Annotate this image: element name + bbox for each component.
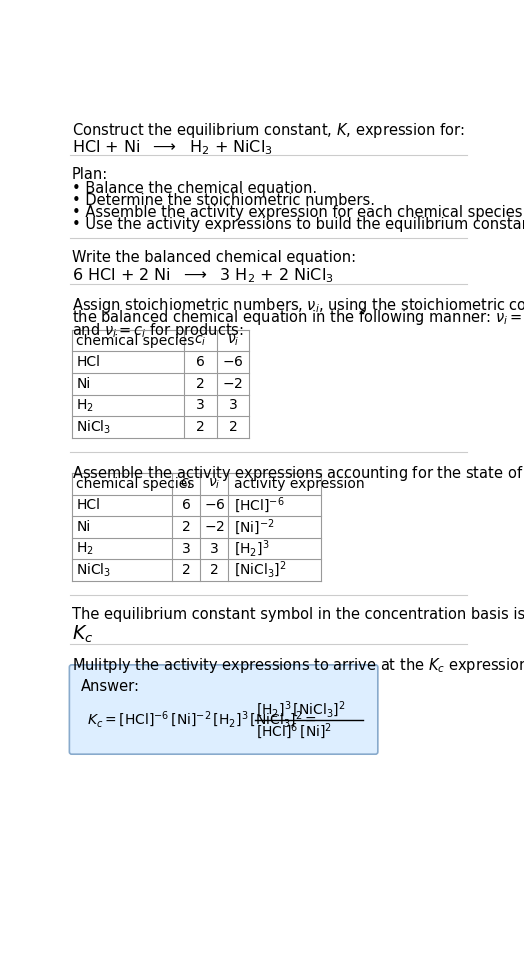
Text: 3: 3 bbox=[182, 542, 191, 555]
Text: $-2$: $-2$ bbox=[222, 377, 244, 391]
Text: The equilibrium constant symbol in the concentration basis is:: The equilibrium constant symbol in the c… bbox=[72, 607, 524, 622]
Text: • Determine the stoichiometric numbers.: • Determine the stoichiometric numbers. bbox=[72, 193, 375, 208]
Text: Answer:: Answer: bbox=[81, 680, 140, 694]
Text: 6 HCl + 2 Ni  $\longrightarrow$  3 H$_2$ + 2 NiCl$_3$: 6 HCl + 2 Ni $\longrightarrow$ 3 H$_2$ +… bbox=[72, 267, 334, 286]
Text: 2: 2 bbox=[182, 563, 191, 577]
Text: • Balance the chemical equation.: • Balance the chemical equation. bbox=[72, 180, 317, 196]
Text: • Assemble the activity expression for each chemical species.: • Assemble the activity expression for e… bbox=[72, 205, 524, 221]
Text: $K_c$: $K_c$ bbox=[72, 624, 93, 645]
Text: HCl: HCl bbox=[77, 355, 101, 369]
Text: NiCl$_3$: NiCl$_3$ bbox=[77, 561, 112, 579]
Text: 2: 2 bbox=[196, 377, 205, 391]
Text: $[\mathrm{HCl}]^{6}\,[\mathrm{Ni}]^{2}$: $[\mathrm{HCl}]^{6}\,[\mathrm{Ni}]^{2}$ bbox=[256, 721, 332, 741]
Text: 2: 2 bbox=[182, 520, 191, 534]
Text: 2: 2 bbox=[196, 420, 205, 433]
Text: the balanced chemical equation in the following manner: $\nu_i = -c_i$ for react: the balanced chemical equation in the fo… bbox=[72, 309, 524, 327]
Text: Write the balanced chemical equation:: Write the balanced chemical equation: bbox=[72, 250, 356, 265]
Text: HCl: HCl bbox=[77, 499, 101, 512]
Text: 3: 3 bbox=[228, 398, 237, 412]
Text: Plan:: Plan: bbox=[72, 168, 108, 182]
Text: $c_i$: $c_i$ bbox=[180, 477, 192, 491]
Text: 3: 3 bbox=[196, 398, 205, 412]
Text: $[\mathrm{HCl}]^{-6}$: $[\mathrm{HCl}]^{-6}$ bbox=[234, 496, 285, 515]
Text: 2: 2 bbox=[228, 420, 237, 433]
Text: Assign stoichiometric numbers, $\nu_i$, using the stoichiometric coefficients, $: Assign stoichiometric numbers, $\nu_i$, … bbox=[72, 296, 524, 315]
Text: $-2$: $-2$ bbox=[204, 520, 225, 534]
Text: $[\mathrm{NiCl_3}]^{2}$: $[\mathrm{NiCl_3}]^{2}$ bbox=[234, 560, 287, 580]
Text: HCl + Ni  $\longrightarrow$  H$_2$ + NiCl$_3$: HCl + Ni $\longrightarrow$ H$_2$ + NiCl$… bbox=[72, 138, 272, 157]
Text: • Use the activity expressions to build the equilibrium constant expression.: • Use the activity expressions to build … bbox=[72, 218, 524, 232]
Text: chemical species: chemical species bbox=[77, 477, 195, 491]
Text: NiCl$_3$: NiCl$_3$ bbox=[77, 418, 112, 435]
Text: activity expression: activity expression bbox=[234, 477, 365, 491]
Text: chemical species: chemical species bbox=[77, 334, 195, 348]
Text: H$_2$: H$_2$ bbox=[77, 540, 94, 557]
Text: 3: 3 bbox=[210, 542, 219, 555]
Text: $[\mathrm{Ni}]^{-2}$: $[\mathrm{Ni}]^{-2}$ bbox=[234, 517, 275, 537]
Text: $-6$: $-6$ bbox=[222, 355, 244, 369]
FancyBboxPatch shape bbox=[69, 665, 378, 754]
Text: 6: 6 bbox=[182, 499, 191, 512]
Text: $[\mathrm{H_2}]^{3}\,[\mathrm{NiCl_3}]^{2}$: $[\mathrm{H_2}]^{3}\,[\mathrm{NiCl_3}]^{… bbox=[256, 700, 346, 720]
Text: Ni: Ni bbox=[77, 377, 91, 391]
Text: 2: 2 bbox=[210, 563, 219, 577]
Text: Mulitply the activity expressions to arrive at the $K_c$ expression:: Mulitply the activity expressions to arr… bbox=[72, 656, 524, 675]
Text: Construct the equilibrium constant, $K$, expression for:: Construct the equilibrium constant, $K$,… bbox=[72, 121, 464, 140]
Text: and $\nu_i = c_i$ for products:: and $\nu_i = c_i$ for products: bbox=[72, 320, 244, 339]
Text: H$_2$: H$_2$ bbox=[77, 397, 94, 413]
Text: 6: 6 bbox=[196, 355, 205, 369]
Text: $[\mathrm{H_2}]^{3}$: $[\mathrm{H_2}]^{3}$ bbox=[234, 538, 270, 559]
Text: Assemble the activity expressions accounting for the state of matter and $\nu_i$: Assemble the activity expressions accoun… bbox=[72, 464, 524, 483]
Text: $\nu_i$: $\nu_i$ bbox=[227, 334, 239, 348]
Text: $-6$: $-6$ bbox=[203, 499, 225, 512]
Text: Ni: Ni bbox=[77, 520, 91, 534]
Text: $\nu_i$: $\nu_i$ bbox=[208, 477, 221, 491]
Text: $c_i$: $c_i$ bbox=[194, 334, 206, 348]
Text: $K_c = [\mathrm{HCl}]^{-6}\,[\mathrm{Ni}]^{-2}\,[\mathrm{H_2}]^{3}\,[\mathrm{NiC: $K_c = [\mathrm{HCl}]^{-6}\,[\mathrm{Ni}… bbox=[87, 710, 317, 731]
